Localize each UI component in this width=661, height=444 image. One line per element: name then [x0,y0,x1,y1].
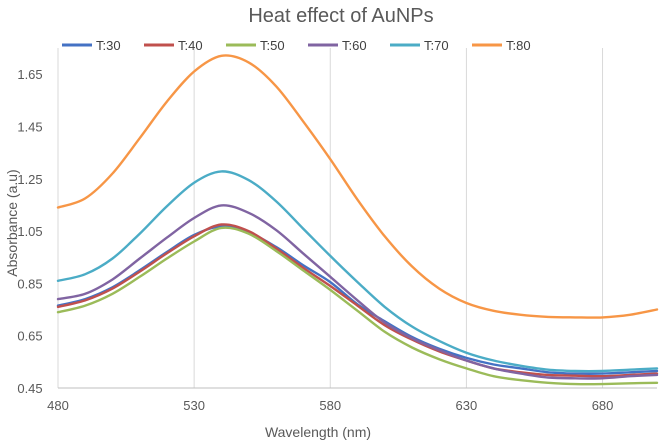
series-line-t80 [56,54,659,319]
y-tick-label: 0.45 [17,381,42,396]
y-tick-label: 1.45 [17,119,42,134]
x-tick-label: 680 [592,398,614,413]
y-tick-label: 0.65 [17,329,42,344]
legend-label-t60: T:60 [342,38,367,53]
series-line-t60 [56,204,659,380]
y-tick-label: 1.05 [17,224,42,239]
chart-title: Heat effect of AuNPs [248,5,433,27]
series-line-t70 [56,170,659,373]
x-axis-label: Wavelength (nm) [265,424,371,440]
x-tick-label: 530 [183,398,205,413]
y-axis-label: Absorbance (a.u) [4,169,20,276]
y-tick-label: 1.65 [17,67,42,82]
y-tick-label: 1.25 [17,172,42,187]
legend-label-t50: T:50 [260,38,285,53]
series-line-t40 [56,223,659,378]
legend-label-t40: T:40 [178,38,203,53]
x-tick-label: 480 [47,398,69,413]
gridlines [57,48,604,388]
legend-label-t70: T:70 [424,38,449,53]
x-tick-label: 630 [456,398,478,413]
y-tick-labels: 0.45 0.65 0.85 1.05 1.25 1.45 1.65 [17,67,42,396]
legend-label-t30: T:30 [96,38,121,53]
x-tick-labels: 480 530 580 630 680 [47,398,613,413]
legend-label-t80: T:80 [506,38,531,53]
legend: T:30 T:40 T:50 T:60 T:70 T:80 [62,38,531,53]
y-tick-label: 0.85 [17,276,42,291]
series-layer [56,54,659,386]
x-tick-label: 580 [319,398,341,413]
series-line-t50 [56,226,659,386]
